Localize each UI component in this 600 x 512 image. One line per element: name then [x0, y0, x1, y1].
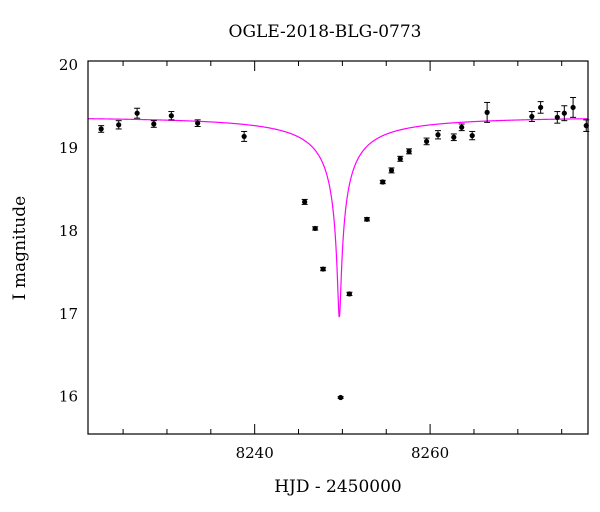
data-point: [379, 179, 386, 185]
data-point: [346, 291, 353, 297]
point-marker: [423, 138, 430, 145]
data-point: [570, 96, 577, 118]
point-marker: [570, 104, 576, 111]
data-point: [168, 111, 175, 121]
point-marker: [312, 225, 318, 232]
x-axis-label: HJD - 2450000: [274, 477, 402, 497]
data-point: [194, 119, 201, 127]
data-point: [458, 123, 465, 132]
data-point: [450, 133, 457, 142]
data-point: [241, 130, 248, 142]
data-point: [528, 111, 535, 123]
point-marker: [561, 110, 567, 116]
data-point: [469, 130, 476, 141]
data-point: [337, 394, 344, 401]
model-curve-layer: [87, 118, 589, 318]
y-tick-label: 20: [59, 56, 78, 74]
point-marker: [451, 134, 457, 140]
data-point: [115, 120, 122, 130]
data-points-layer: [98, 96, 590, 401]
y-tick-label: 16: [59, 388, 78, 406]
data-point: [397, 155, 404, 162]
point-marker: [168, 113, 174, 119]
data-point: [423, 137, 430, 146]
point-marker: [134, 110, 140, 116]
x-tick-label: 8240: [236, 444, 274, 462]
data-point: [554, 111, 561, 124]
point-marker: [380, 179, 386, 185]
point-marker: [484, 109, 490, 115]
point-marker: [554, 114, 560, 120]
data-point: [537, 101, 544, 114]
point-marker: [397, 156, 403, 162]
point-marker: [195, 120, 201, 126]
point-marker: [538, 104, 544, 111]
data-point: [388, 167, 395, 174]
point-marker: [406, 148, 412, 154]
point-marker: [320, 266, 326, 272]
point-marker: [459, 124, 465, 130]
data-point: [406, 148, 413, 155]
point-marker: [364, 216, 370, 222]
point-marker: [435, 132, 441, 138]
point-marker: [338, 394, 344, 401]
data-point: [98, 125, 105, 133]
data-point: [134, 107, 141, 119]
data-point: [301, 198, 308, 205]
point-marker: [388, 167, 395, 174]
y-tick-label: 19: [59, 139, 78, 157]
model-curve: [87, 118, 589, 318]
point-marker: [151, 121, 157, 127]
data-point: [312, 225, 319, 232]
data-point: [561, 105, 568, 122]
plot-frame: [87, 60, 589, 435]
point-marker: [469, 133, 475, 139]
data-point: [435, 130, 441, 140]
axes: 8240 8260 16 17 18 19 20: [59, 56, 563, 462]
data-point: [320, 266, 327, 272]
data-point: [150, 120, 157, 128]
data-point: [363, 216, 370, 222]
point-marker: [302, 199, 308, 205]
data-point: [484, 101, 491, 123]
point-marker: [529, 113, 535, 120]
y-tick-label: 18: [59, 222, 78, 240]
chart-title: OGLE-2018-BLG-0773: [228, 22, 422, 42]
point-marker: [116, 122, 122, 128]
x-tick-label: 8260: [411, 444, 449, 462]
y-tick-label: 17: [59, 305, 78, 323]
point-marker: [346, 291, 353, 297]
point-marker: [241, 133, 247, 140]
point-marker: [98, 126, 104, 132]
